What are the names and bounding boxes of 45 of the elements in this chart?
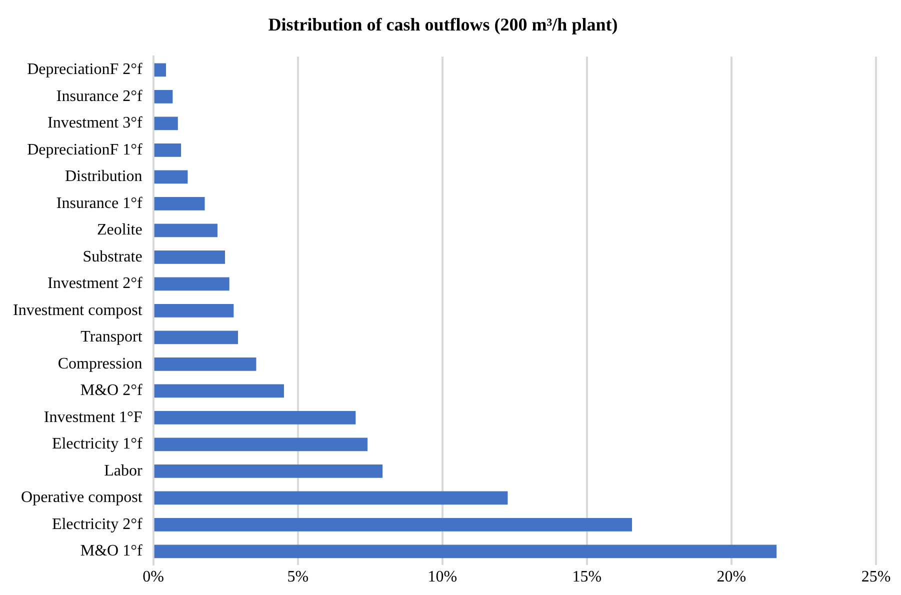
x-tick-label: 0% xyxy=(142,568,164,586)
x-tick-label: 5% xyxy=(287,568,309,586)
bar xyxy=(154,197,205,210)
y-tick-label: Transport xyxy=(80,328,143,346)
bar xyxy=(154,411,356,424)
y-tick-label: Insurance 2°f xyxy=(56,88,143,105)
y-tick-label: M&O 2°f xyxy=(80,382,143,400)
y-tick-label: Investment 1°F xyxy=(44,408,142,426)
bar xyxy=(154,384,284,398)
y-tick-label: Electricity 2°f xyxy=(52,516,143,533)
x-tick-label: 15% xyxy=(572,568,602,586)
y-tick-label: M&O 1°f xyxy=(80,542,143,560)
bar xyxy=(154,63,166,77)
bar xyxy=(154,116,178,130)
bar xyxy=(154,518,632,532)
y-tick-label: Investment 3°f xyxy=(47,114,143,132)
bar xyxy=(154,304,234,318)
y-tick-label: Distribution xyxy=(64,168,142,186)
y-tick-label: Operative compost xyxy=(21,489,143,506)
x-tick-label: 20% xyxy=(716,568,746,586)
y-tick-label: Electricity 1°f xyxy=(52,436,143,453)
bar xyxy=(154,358,256,371)
y-tick-label: Labor xyxy=(104,462,143,480)
bar xyxy=(154,277,230,291)
y-tick-label: Substrate xyxy=(82,248,142,266)
chart-title: Distribution of cash outflows (200 m³/h plant) xyxy=(268,14,618,34)
y-tick-label: Investment 2°f xyxy=(47,275,143,292)
bar xyxy=(154,144,182,157)
bar xyxy=(154,250,226,264)
y-tick-label: Investment compost xyxy=(13,302,143,319)
y-tick-label: DepreciationF 1°f xyxy=(27,141,143,158)
bar xyxy=(154,90,173,104)
bar xyxy=(154,170,188,184)
x-tick-label: 25% xyxy=(861,568,891,586)
y-tick-label: Compression xyxy=(58,355,142,372)
bar xyxy=(154,224,218,238)
y-tick-label: Insurance 1°f xyxy=(56,194,143,212)
bar xyxy=(154,464,383,478)
y-tick-label: Zeolite xyxy=(97,222,142,239)
bar xyxy=(154,544,777,558)
x-tick-label: 10% xyxy=(428,568,458,586)
bar xyxy=(154,330,238,344)
y-tick-label: DepreciationF 2°f xyxy=(27,61,143,78)
bar xyxy=(154,438,368,452)
bar xyxy=(154,491,508,505)
